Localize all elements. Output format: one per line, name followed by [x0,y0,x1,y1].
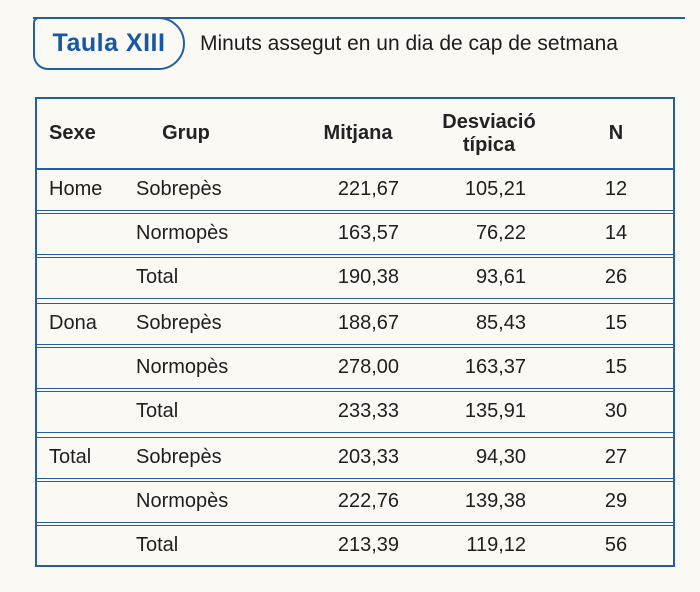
column-header-sexe: Sexe [49,122,96,144]
column-header-mitjana: Mitjana [323,122,393,144]
table-header-row: Sexe Grup Mitjana Desviació típica N [37,99,673,170]
cell-desviacio: 93,61 [475,266,526,288]
cell-sexe: Dona [49,312,97,334]
cell-mitjana: 233,33 [337,400,399,422]
statistics-table: Sexe Grup Mitjana Desviació típica N Hom… [35,97,675,567]
column-header-grup: Grup [162,122,210,144]
table-title: Minuts assegut en un dia de cap de setma… [200,31,618,55]
cell-grup: Total [136,266,179,288]
table-tag-badge: Taula XIII [33,17,185,70]
table-row: Normopès 163,57 76,22 14 [37,212,673,255]
table-row: Total 190,38 93,61 26 [37,256,673,299]
cell-desviacio: 105,21 [464,178,526,201]
cell-mitjana: 188,67 [337,312,399,334]
table-caption-band: Taula XIII Minuts assegut en un dia de c… [0,0,700,97]
cell-mitjana: 163,57 [337,222,399,244]
table-row: Normopès 222,76 139,38 29 [37,480,673,523]
cell-desviacio: 85,43 [475,312,526,334]
column-header-n: N [608,122,624,144]
table-row: Normopès 278,00 163,37 15 [37,346,673,389]
cell-grup: Total [136,400,179,422]
cell-mitjana: 213,39 [337,533,399,556]
cell-n: 26 [604,266,628,288]
cell-n: 29 [604,490,628,512]
cell-desviacio: 135,91 [464,400,526,422]
cell-grup: Total [136,533,179,556]
cell-sexe: Home [49,178,103,201]
cell-desviacio: 119,12 [466,533,526,556]
cell-n: 15 [604,356,628,378]
cell-n: 30 [604,400,628,422]
cell-grup: Sobrepès [136,312,222,334]
table-row: Total Sobrepès 203,33 94,30 27 [37,436,673,479]
cell-grup: Normopès [136,222,229,244]
cell-mitjana: 190,38 [337,266,399,288]
cell-desviacio: 76,22 [475,222,526,244]
cell-mitjana: 203,33 [337,446,399,468]
cell-n: 56 [604,533,628,556]
cell-grup: Normopès [136,490,229,512]
cell-n: 14 [604,222,628,244]
cell-sexe: Total [49,446,92,468]
table-row: Dona Sobrepès 188,67 85,43 15 [37,302,673,345]
cell-mitjana: 221,67 [337,178,399,201]
cell-n: 27 [604,446,628,468]
table-row: Total 213,39 119,12 56 [37,524,673,566]
cell-grup: Normopès [136,356,229,378]
cell-desviacio: 94,30 [475,446,526,468]
cell-mitjana: 222,76 [337,490,399,512]
table-row: Total 233,33 135,91 30 [37,390,673,433]
cell-n: 15 [604,312,628,334]
table-row: Home Sobrepès 221,67 105,21 12 [37,170,673,211]
cell-grup: Sobrepès [136,178,222,201]
column-header-desviacio: Desviació típica [442,110,536,156]
table-tag-label: Taula XIII [52,29,166,57]
cell-desviacio: 163,37 [464,356,526,378]
cell-n: 12 [604,178,628,201]
cell-mitjana: 278,00 [337,356,399,378]
cell-grup: Sobrepès [136,446,222,468]
caption-rule-line [33,17,685,19]
cell-desviacio: 139,38 [464,490,526,512]
